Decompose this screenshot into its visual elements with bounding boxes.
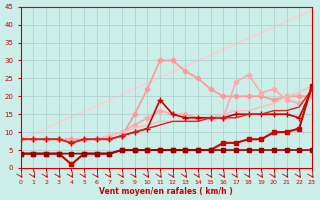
- X-axis label: Vent moyen/en rafales ( km/h ): Vent moyen/en rafales ( km/h ): [100, 187, 233, 196]
